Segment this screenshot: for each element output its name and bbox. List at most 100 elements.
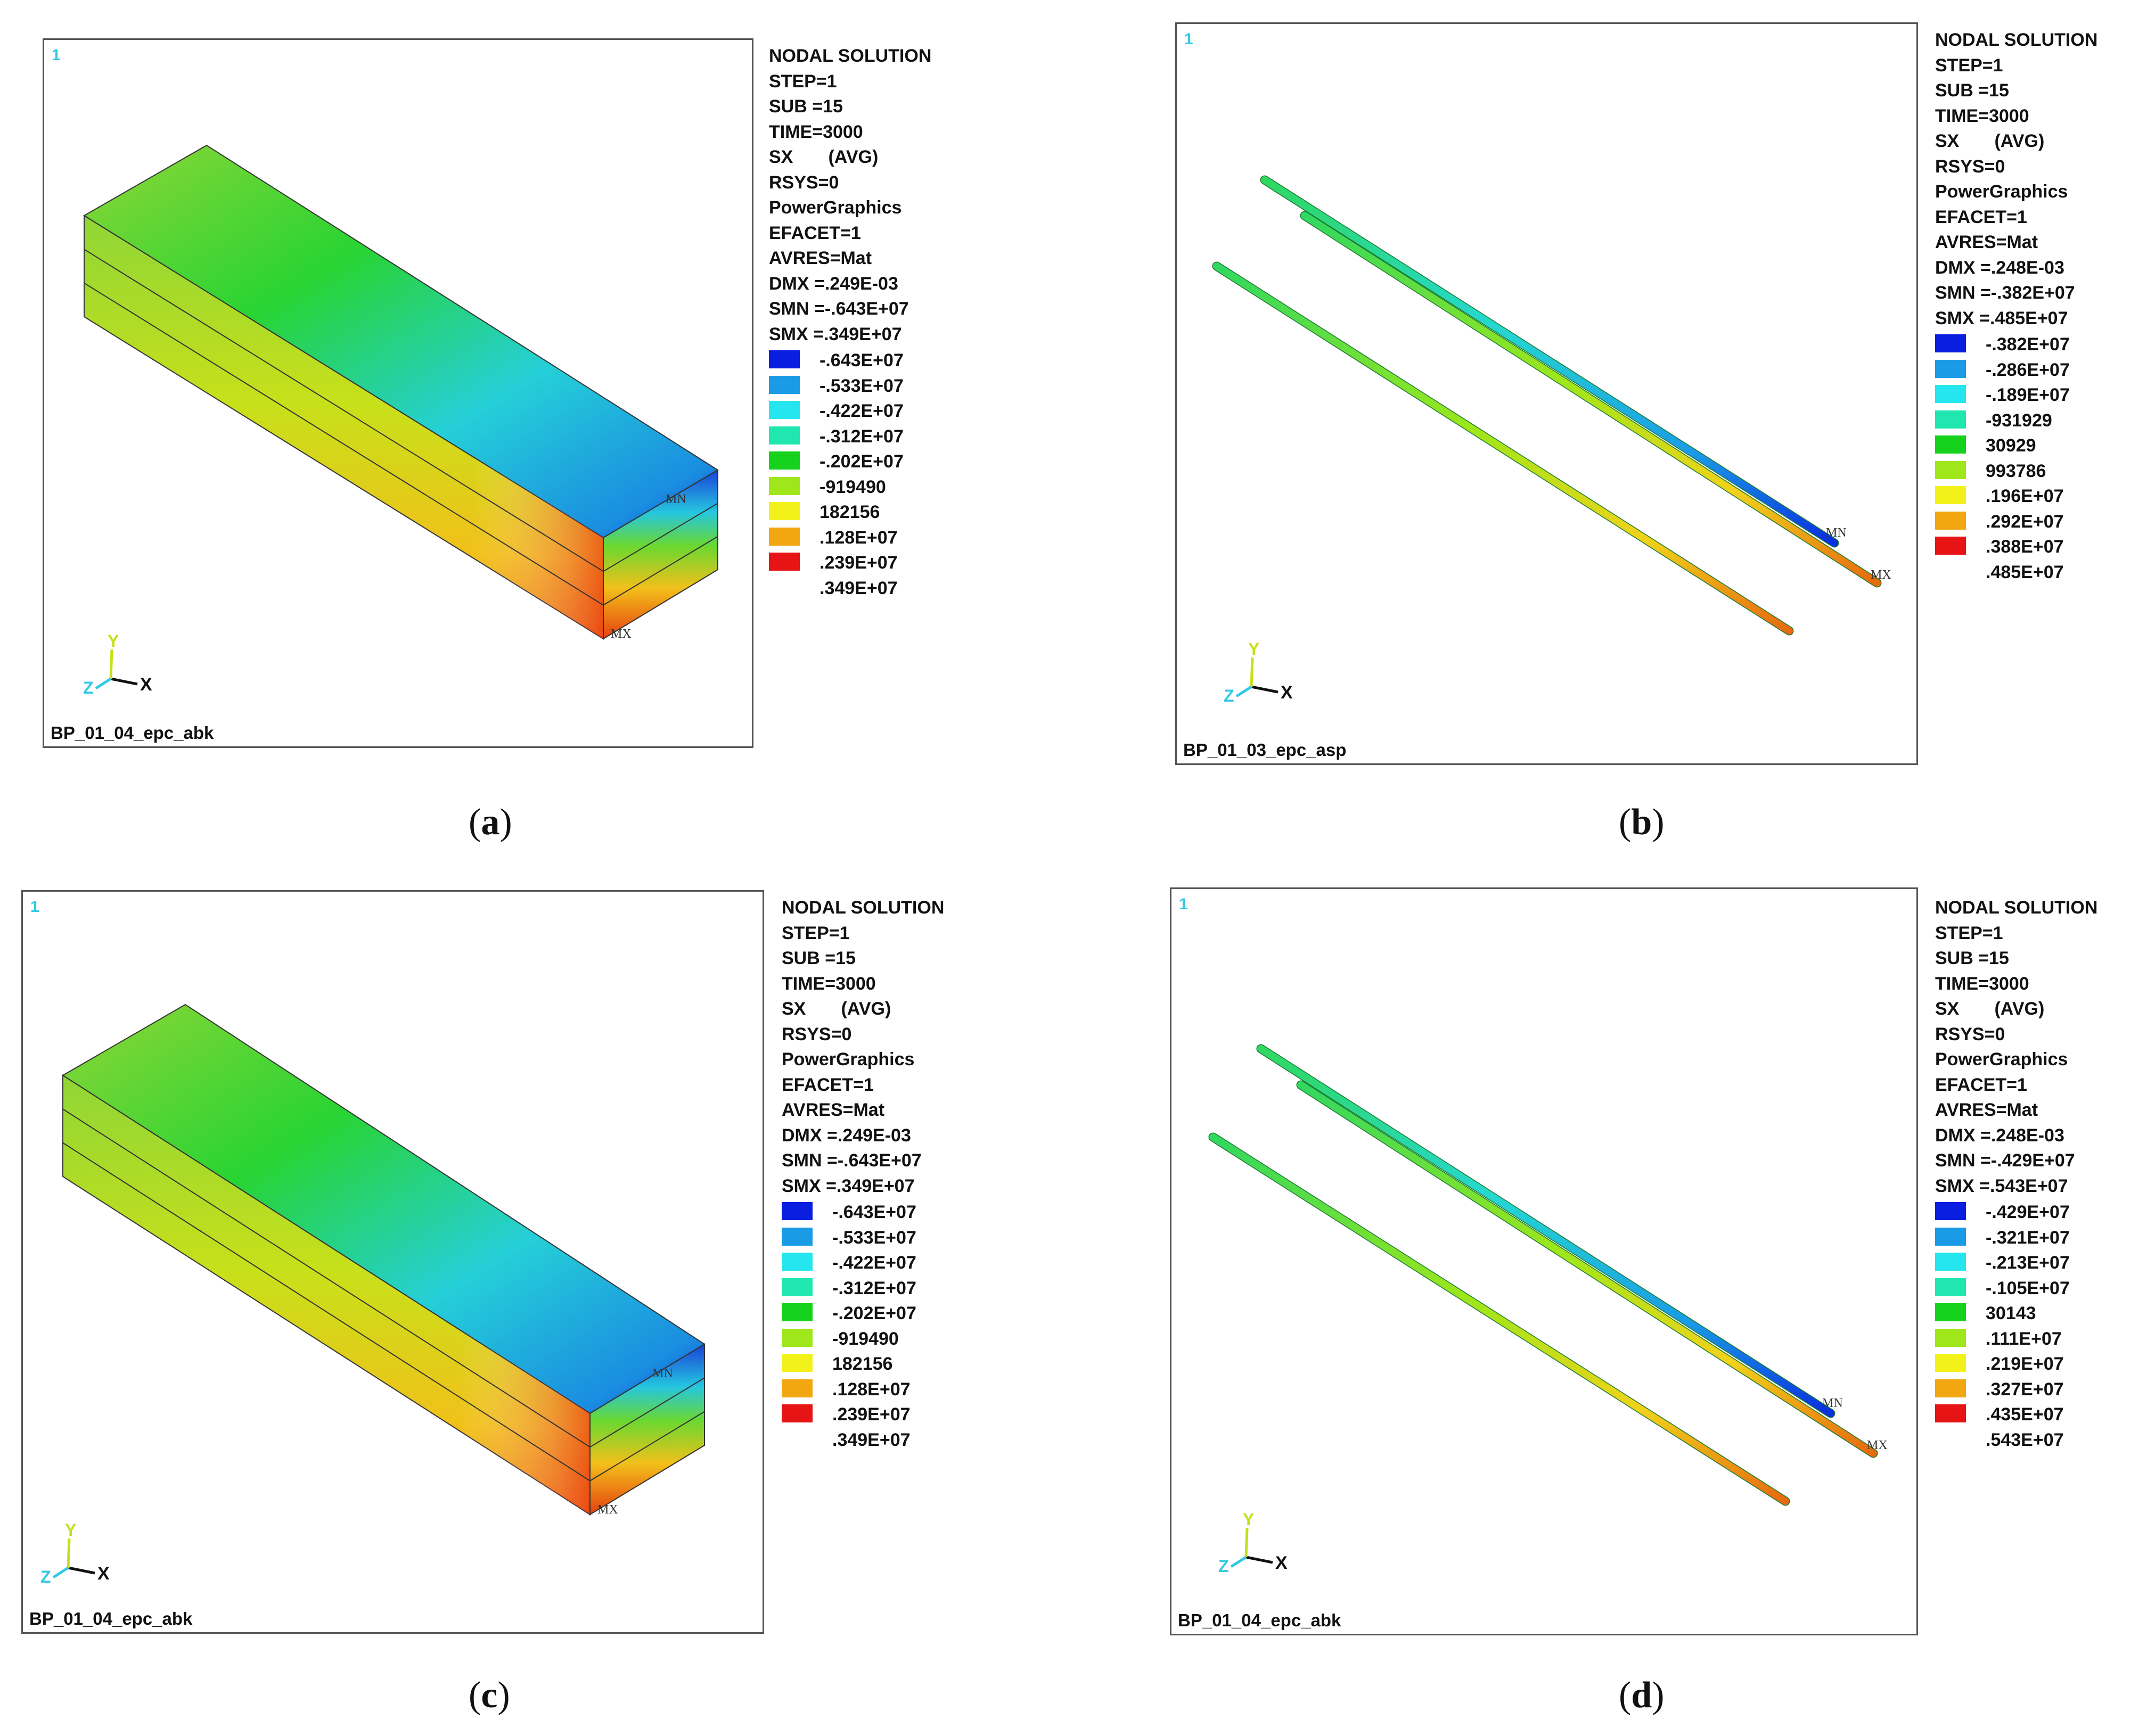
caption-letter-b: b <box>1631 802 1652 843</box>
legend-line-b-7: EFACET=1 <box>1935 207 2027 227</box>
contour-label-a-1: -.533E+07 <box>819 375 904 396</box>
triad-z-label-a: Z <box>83 678 94 697</box>
contour-label-b-8: .388E+07 <box>1986 537 2064 557</box>
contour-swatch-b-2 <box>1935 385 1966 403</box>
contour-label-b-9: .485E+07 <box>1986 562 2064 582</box>
model-view-d: MN MX X Y Z <box>1208 1044 1888 1576</box>
triad-x-label-d: X <box>1275 1553 1288 1573</box>
caption-letter-d: d <box>1631 1675 1652 1716</box>
rods-model-d <box>1208 1044 1878 1506</box>
max-marker-d: MX <box>1867 1438 1888 1452</box>
legend-line-c-1: STEP=1 <box>782 923 850 943</box>
max-marker-b: MX <box>1871 568 1891 582</box>
coordinate-triad-a: X Y Z <box>83 631 152 697</box>
contour-swatch-b-5 <box>1935 460 1966 479</box>
triad-z-label-b: Z <box>1224 686 1234 705</box>
contour-item-d-0: -.429E+07 <box>1935 1200 2097 1225</box>
triad-y-label-b: Y <box>1248 639 1259 659</box>
contour-item-a-6: 182156 <box>769 500 931 525</box>
contour-label-d-7: .327E+07 <box>1986 1379 2064 1400</box>
legend-line-a-2: SUB =15 <box>769 96 843 117</box>
legend-line-c-4: SX (AVG) <box>782 999 891 1019</box>
contour-swatch-d-3 <box>1935 1278 1966 1296</box>
coordinate-triad-b: X Y Z <box>1224 639 1293 705</box>
contour-scale-d: -.429E+07 -.321E+07 -.213E+07 -.105E+07 3014… <box>1935 1200 2097 1453</box>
legend-line-b-11: SMX =.485E+07 <box>1935 308 2068 328</box>
caption-letter-c: c <box>481 1675 498 1716</box>
triad-x-label-c: X <box>97 1564 110 1584</box>
contour-swatch-c-8 <box>782 1404 813 1422</box>
contour-swatch-a-3 <box>769 426 800 445</box>
contour-item-d-8: .435E+07 <box>1935 1402 2097 1428</box>
coordinate-triad-c: X Y Z <box>40 1520 110 1586</box>
legend-line-c-8: AVRES=Mat <box>782 1100 885 1120</box>
triad-y-label-a: Y <box>108 631 119 651</box>
contour-label-c-6: 182156 <box>832 1354 893 1374</box>
legend-line-d-3: TIME=3000 <box>1935 973 2029 994</box>
caption-b: (b) <box>1619 802 1665 843</box>
legend-line-a-6: PowerGraphics <box>769 198 902 218</box>
legend-line-c-5: RSYS=0 <box>782 1024 852 1044</box>
legend-line-d-7: EFACET=1 <box>1935 1074 2027 1095</box>
contour-label-c-5: -919490 <box>832 1328 899 1349</box>
triad-x-label-a: X <box>140 674 152 695</box>
viewport-frame-a: MN MX X Y Z 1 BP_01_04_epc_abk <box>43 38 753 748</box>
caption-c: (c) <box>469 1675 510 1716</box>
contour-label-d-0: -.429E+07 <box>1986 1202 2070 1222</box>
legend-line-b-4: SX (AVG) <box>1935 131 2045 151</box>
contour-label-d-5: .111E+07 <box>1986 1328 2062 1349</box>
legend-line-d-0: NODAL SOLUTION <box>1935 898 2098 918</box>
legend-b: NODAL SOLUTION STEP=1 SUB =15 TIME=3000 SX (… <box>1935 28 2097 585</box>
contour-label-c-8: .239E+07 <box>832 1404 911 1425</box>
contour-swatch-a-4 <box>769 451 800 470</box>
contour-label-b-2: -.189E+07 <box>1986 385 2070 405</box>
contour-item-b-0: -.382E+07 <box>1935 332 2097 358</box>
contour-swatch-c-3 <box>782 1278 813 1296</box>
contour-swatch-c-5 <box>782 1328 813 1347</box>
contour-label-c-9: .349E+07 <box>832 1429 911 1450</box>
contour-label-a-9: .349E+07 <box>819 578 898 598</box>
contour-label-b-5: 993786 <box>1986 460 2046 481</box>
legend-line-a-9: DMX =.249E-03 <box>769 273 898 294</box>
rod-1-d <box>1257 1045 1834 1417</box>
block-side-shade-c <box>63 1075 590 1515</box>
min-marker-c: MN <box>652 1367 673 1380</box>
contour-item-c-4: -.202E+07 <box>782 1301 944 1327</box>
contour-label-c-1: -.533E+07 <box>832 1227 916 1248</box>
contour-item-a-1: -.533E+07 <box>769 374 931 399</box>
contour-swatch-a-8 <box>769 553 800 571</box>
triad-z-label-c: Z <box>40 1567 51 1586</box>
legend-line-b-5: RSYS=0 <box>1935 156 2005 177</box>
contour-swatch-b-1 <box>1935 359 1966 378</box>
contour-swatch-c-7 <box>782 1379 813 1397</box>
contour-swatch-a-2 <box>769 401 800 419</box>
contour-label-c-0: -.643E+07 <box>832 1202 916 1222</box>
contour-swatch-d-2 <box>1935 1253 1966 1271</box>
jobname-a: BP_01_04_epc_abk <box>51 723 214 743</box>
contour-swatch-a-0 <box>769 350 800 368</box>
contour-swatch-c-1 <box>782 1227 813 1246</box>
legend-line-a-8: AVRES=Mat <box>769 248 872 268</box>
contour-label-b-6: .196E+07 <box>1986 486 2064 506</box>
layer-line-a-0 <box>84 249 718 572</box>
legend-line-c-11: SMX =.349E+07 <box>782 1175 915 1196</box>
legend-line-a-7: EFACET=1 <box>769 223 861 243</box>
contour-item-d-9: .543E+07 <box>1935 1428 2097 1453</box>
rod-3-b <box>1213 262 1793 635</box>
contour-item-c-0: -.643E+07 <box>782 1200 944 1225</box>
contour-label-d-9: .543E+07 <box>1986 1429 2064 1450</box>
legend-c: NODAL SOLUTION STEP=1 SUB =15 TIME=3000 SX (… <box>782 895 944 1453</box>
legend-line-c-2: SUB =15 <box>782 948 856 968</box>
contour-item-d-2: -.213E+07 <box>1935 1250 2097 1276</box>
legend-line-c-7: EFACET=1 <box>782 1074 874 1095</box>
legend-line-d-5: RSYS=0 <box>1935 1024 2005 1044</box>
jobname-b: BP_01_03_epc_asp <box>1183 740 1347 760</box>
contour-item-d-4: 30143 <box>1935 1301 2097 1327</box>
contour-label-a-7: .128E+07 <box>819 527 898 548</box>
contour-item-c-7: .128E+07 <box>782 1377 944 1403</box>
contour-label-c-4: -.202E+07 <box>832 1303 916 1323</box>
contour-item-b-8: .388E+07 <box>1935 534 2097 560</box>
contour-item-b-2: -.189E+07 <box>1935 383 2097 408</box>
viewport-frame-b: MN MX X Y Z 1 BP_01_03_epc_asp <box>1175 22 1918 765</box>
legend-a: NODAL SOLUTION STEP=1 SUB =15 TIME=3000 SX (… <box>769 44 931 601</box>
